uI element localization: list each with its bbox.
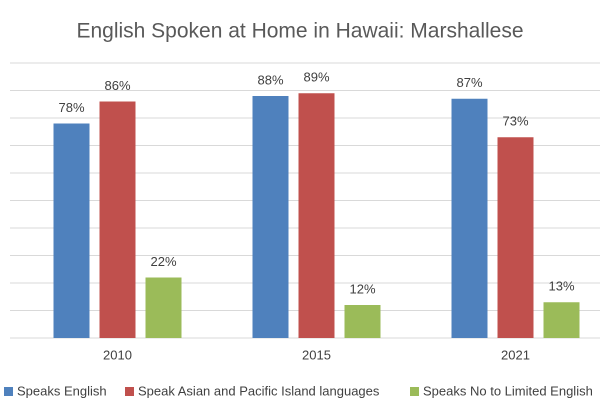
bar (497, 137, 534, 338)
data-label: 86% (104, 78, 130, 93)
data-label: 13% (548, 279, 574, 294)
legend-swatch (125, 387, 134, 396)
x-tick-label: 2010 (103, 347, 132, 362)
data-label: 88% (257, 72, 283, 87)
data-label: 89% (303, 70, 329, 85)
bar (543, 302, 580, 338)
data-label: 87% (456, 75, 482, 90)
legend-swatch (4, 387, 13, 396)
data-label: 22% (150, 254, 176, 269)
bar (451, 98, 488, 338)
bar (252, 96, 289, 338)
data-label: 73% (502, 114, 528, 129)
legend-label: Speak Asian and Pacific Island languages (138, 383, 380, 398)
data-label: 12% (349, 281, 375, 296)
x-tick-label: 2021 (501, 347, 530, 362)
bar (145, 277, 182, 338)
legend-label: Speaks English (17, 383, 107, 398)
chart-title: English Spoken at Home in Hawaii: Marsha… (76, 20, 523, 43)
bar (53, 123, 90, 338)
legend-label: Speaks No to Limited English (423, 383, 593, 398)
legend-swatch (410, 387, 419, 396)
bar (344, 305, 381, 338)
data-label: 78% (58, 100, 84, 115)
bar (298, 93, 335, 338)
x-tick-label: 2015 (302, 347, 331, 362)
bar (99, 101, 136, 338)
